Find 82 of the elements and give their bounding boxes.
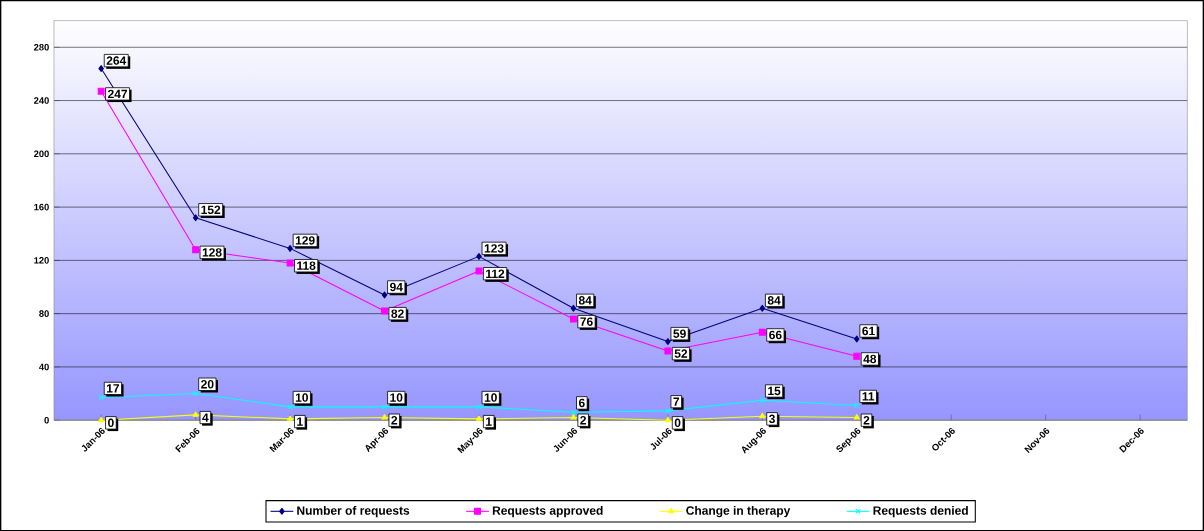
point (192, 214, 199, 222)
point (287, 244, 293, 252)
data-label: 82 (391, 309, 404, 318)
y-tick-label: 0 (44, 416, 49, 424)
legend-label: Change in therapy (686, 505, 791, 517)
data-label: 128 (202, 247, 222, 257)
data-label: 76 (580, 317, 593, 326)
point (569, 315, 577, 323)
data-label: 59 (673, 329, 686, 338)
data-label: 84 (578, 295, 592, 305)
point (287, 415, 294, 421)
data-label: 7 (673, 397, 680, 406)
data-label: 0 (108, 418, 114, 427)
point (381, 404, 388, 410)
point (193, 390, 199, 396)
data-label: 3 (769, 414, 775, 423)
y-tick-label: 200 (34, 150, 49, 157)
point (853, 413, 860, 420)
data-label: 118 (297, 261, 316, 270)
data-label: 247 (107, 89, 128, 98)
data-label: 0 (674, 418, 681, 427)
y-tick-label: 120 (34, 256, 49, 264)
point (759, 397, 765, 403)
data-label: 2 (863, 415, 870, 425)
data-label: 94 (390, 282, 403, 292)
point (381, 413, 388, 420)
data-label: 129 (295, 235, 315, 245)
point (98, 416, 105, 422)
point (98, 64, 104, 72)
data-label: 52 (674, 349, 688, 358)
data-label: 6 (578, 398, 585, 407)
point (286, 259, 294, 267)
data-label: 48 (863, 354, 877, 363)
point (758, 328, 766, 336)
point (570, 304, 577, 312)
point (759, 304, 766, 312)
data-label: 264 (106, 56, 127, 65)
data-label: 123 (484, 243, 504, 253)
point (475, 267, 483, 275)
data-label: 17 (106, 384, 120, 393)
data-label: 11 (862, 392, 875, 401)
point (854, 335, 860, 343)
point (759, 412, 766, 418)
data-label: 20 (201, 379, 214, 389)
point (570, 413, 577, 420)
data-label: 1 (486, 417, 492, 426)
point (664, 416, 671, 422)
point (192, 246, 200, 253)
point (381, 291, 388, 299)
legend-label: Requests approved (492, 505, 603, 517)
point (853, 352, 861, 360)
point (381, 307, 388, 315)
y-tick-label: 40 (39, 363, 49, 371)
point (475, 415, 483, 421)
legend-label: Number of requests (297, 505, 410, 517)
point (287, 404, 293, 410)
data-label: 10 (484, 393, 497, 402)
data-label: 84 (767, 295, 781, 305)
data-label: 4 (202, 413, 209, 422)
data-label: 10 (295, 393, 308, 402)
y-tick-label: 160 (34, 203, 49, 211)
data-label: 15 (768, 386, 781, 395)
data-label: 61 (862, 326, 875, 336)
legend-label: Requests denied (873, 505, 968, 517)
data-label: 1 (297, 417, 303, 426)
point (476, 252, 482, 260)
point (664, 347, 672, 355)
point (97, 87, 105, 95)
data-label: 112 (486, 269, 505, 278)
data-label: 2 (391, 415, 398, 425)
point (570, 409, 577, 415)
y-tick-label: 280 (34, 43, 49, 51)
point (476, 404, 482, 410)
point (665, 408, 671, 414)
point (192, 411, 199, 417)
y-tick-label: 240 (34, 97, 49, 104)
data-label: 2 (580, 415, 586, 425)
data-label: 66 (769, 330, 782, 340)
point (665, 337, 671, 345)
data-label: 10 (390, 393, 403, 402)
y-tick-label: 80 (39, 310, 49, 317)
data-label: 152 (201, 205, 221, 214)
